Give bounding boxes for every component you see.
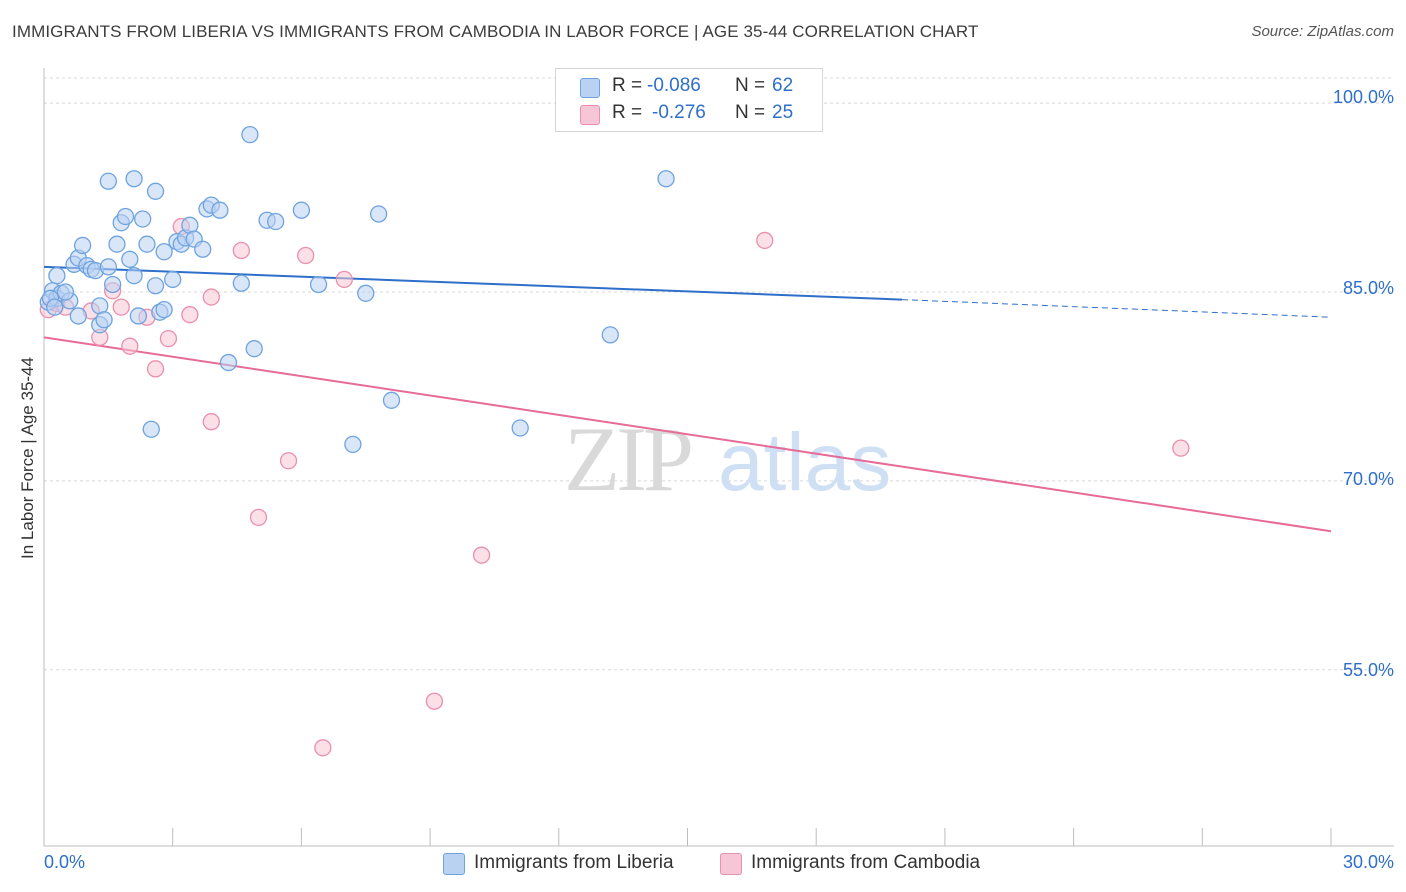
y-tick-label-100: 100.0%	[1332, 87, 1394, 107]
liberia-point	[155, 301, 173, 319]
data-points	[39, 126, 1190, 757]
trend-lines	[43, 265, 1332, 533]
legend-r-label: R =	[612, 102, 643, 123]
y-tick-label-55: 55.0%	[1342, 660, 1394, 680]
liberia-point	[369, 205, 388, 223]
cambodia-point	[279, 452, 298, 470]
liberia-point	[155, 243, 173, 261]
liberia-point	[56, 283, 75, 301]
legend-n-value: 62	[772, 75, 794, 96]
x-tick-label-min: 0.0%	[44, 852, 86, 872]
liberia-point	[146, 182, 165, 200]
liberia-point	[103, 275, 122, 294]
liberia-point	[245, 340, 263, 358]
liberia-point	[146, 277, 165, 295]
liberia-point	[73, 236, 92, 255]
cambodia-point	[232, 241, 250, 260]
liberia-point	[382, 391, 401, 409]
liberia-point	[125, 170, 143, 188]
liberia-point	[511, 419, 529, 437]
liberia-point	[129, 307, 148, 325]
liberia-point	[292, 201, 311, 219]
cambodia-point	[202, 288, 220, 306]
liberia-point	[241, 126, 259, 144]
liberia-legend-label: Immigrants from Liberia	[474, 852, 674, 873]
legend-n-label: N =	[735, 75, 766, 96]
liberia-point	[267, 212, 285, 231]
liberia-point	[657, 170, 675, 188]
watermark-atlas: atlas	[718, 417, 891, 508]
cambodia-point	[112, 298, 130, 316]
liberia-point	[116, 207, 135, 226]
y-tick-label-70: 70.0%	[1342, 469, 1394, 489]
stats-legend: R = -0.086 N = 62 R = -0.276 N = 25	[555, 68, 823, 132]
liberia-point	[125, 267, 143, 285]
x-tick-label-max: 30.0%	[1342, 852, 1394, 872]
cambodia-point	[159, 329, 178, 348]
cambodia-point	[181, 306, 199, 324]
watermark-zip: ZIP	[564, 408, 691, 510]
liberia-point	[344, 435, 362, 454]
grid-lines	[44, 77, 1394, 671]
liberia-point	[309, 275, 328, 294]
liberia-point	[211, 201, 229, 219]
cambodia-point	[756, 231, 774, 250]
y-tick-label-85: 85.0%	[1342, 278, 1394, 298]
cambodia-point	[335, 270, 353, 289]
cambodia-point	[425, 692, 444, 710]
liberia-point	[164, 270, 182, 289]
source-label: Source: ZipAtlas.com	[1251, 23, 1394, 40]
liberia-point	[601, 326, 619, 344]
liberia-legend-swatch	[443, 853, 465, 875]
cambodia-point	[249, 508, 268, 527]
liberia-point	[48, 267, 66, 285]
axes	[43, 68, 1394, 847]
legend-n-value: 25	[772, 102, 794, 123]
liberia-swatch	[580, 78, 600, 98]
cambodia-legend-label: Immigrants from Cambodia	[751, 852, 981, 873]
liberia-point	[357, 284, 375, 302]
liberia-point	[121, 250, 139, 268]
y-axis-label: In Labor Force | Age 35-44	[18, 357, 37, 559]
liberia-point	[46, 298, 64, 316]
cambodia-point	[146, 360, 165, 378]
liberia-point	[142, 420, 160, 438]
cambodia-point	[314, 739, 332, 757]
legend-r-label: R =	[612, 75, 643, 96]
liberia-point	[194, 240, 212, 258]
cambodia-point	[472, 546, 491, 564]
cambodia-point	[121, 337, 139, 355]
cambodia-point	[1172, 439, 1190, 457]
liberia-trend-extension	[901, 299, 1332, 318]
cambodia-swatch	[580, 105, 600, 125]
liberia-point	[108, 235, 126, 253]
liberia-point	[99, 172, 117, 190]
liberia-point	[138, 235, 156, 253]
liberia-point	[232, 274, 250, 292]
liberia-point	[69, 307, 87, 325]
cambodia-point	[202, 413, 220, 431]
chart-title: IMMIGRANTS FROM LIBERIA VS IMMIGRANTS FR…	[12, 22, 979, 41]
legend-r-value: -0.086	[647, 75, 701, 96]
legend-r-value: -0.276	[652, 102, 706, 123]
legend-n-label: N =	[735, 102, 766, 123]
liberia-point	[99, 258, 117, 276]
cambodia-trend-line	[43, 336, 1332, 533]
cambodia-point	[297, 246, 315, 265]
liberia-point	[219, 353, 238, 372]
cambodia-legend-swatch	[720, 853, 742, 875]
liberia-point	[134, 210, 152, 228]
liberia-trend-line	[43, 265, 903, 301]
liberia-point	[95, 311, 113, 329]
